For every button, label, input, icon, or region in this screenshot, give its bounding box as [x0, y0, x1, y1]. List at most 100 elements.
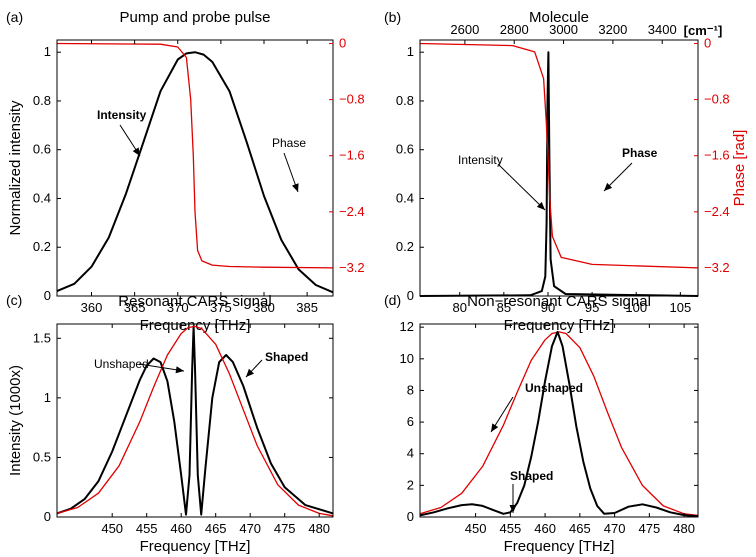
top-tick-label: 3200	[598, 22, 627, 37]
x-tick-label: 105	[669, 300, 691, 315]
y2-tick-label: −0.8	[339, 92, 365, 107]
top-tick-label: 3400	[648, 22, 677, 37]
y-tick-label: 0.6	[396, 142, 414, 157]
x-tick-label: 460	[170, 521, 192, 536]
x-tick-label: 95	[585, 300, 599, 315]
x-tick-label: 460	[534, 521, 556, 536]
y2-axis-label: Phase [rad]	[731, 130, 748, 207]
plot-frame	[56, 323, 334, 518]
panel-label: (c)	[6, 292, 22, 308]
top-tick-label: 3000	[549, 22, 578, 37]
annotation-shaped-2: Shaped	[265, 350, 308, 364]
series-line-unshaped	[419, 331, 699, 517]
y2-tick-label: 0	[704, 36, 711, 51]
y-tick-label: 0.2	[33, 239, 51, 254]
annotation-arrowhead	[509, 505, 517, 513]
x-axis-label: Frequency [THz]	[504, 317, 615, 334]
chart-title: Non−resonant CARS signal	[467, 293, 651, 310]
x-tick-label: 80	[452, 300, 466, 315]
series-line-phase	[56, 42, 334, 269]
y-tick-label: 0.8	[33, 93, 51, 108]
x-tick-label: 450	[465, 521, 487, 536]
chart-title: Molecule	[529, 9, 589, 26]
y2-tick-label: −3.2	[704, 260, 730, 275]
series-line-intensity	[56, 51, 334, 294]
x-tick-label: 455	[499, 521, 521, 536]
y2-tick-label: −2.4	[704, 204, 730, 219]
x-tick-label: 380	[253, 300, 275, 315]
y-tick-label: 0	[44, 509, 51, 524]
y-tick-label: 1	[44, 44, 51, 59]
y-tick-label: 2	[407, 477, 414, 492]
series-line-unshaped	[56, 325, 334, 517]
y-tick-label: 1.5	[33, 330, 51, 345]
y-tick-label: 0.4	[33, 190, 51, 205]
x-tick-label: 470	[239, 521, 261, 536]
annotation-arrowhead	[132, 147, 140, 156]
x-tick-label: 455	[136, 521, 158, 536]
series-line-phase	[419, 42, 699, 269]
y-tick-label: 0.2	[396, 239, 414, 254]
panel-a: (a) Pump and probe pulse 360 365 370 375 380 38…	[6, 9, 365, 334]
y2-tick-label: −3.2	[339, 260, 365, 275]
annotation-arrowhead	[292, 183, 299, 192]
y-tick-label: 0.4	[396, 190, 414, 205]
y2-tick-label: 0	[339, 36, 346, 51]
x-tick-label: 100	[625, 300, 647, 315]
x-tick-label: 450	[101, 521, 123, 536]
x-tick-label: 360	[81, 300, 103, 315]
panel-b: (b) Molecule 80 85 90 95 100 105 0 0.2 0.4 0.6 0.8 1 0…	[384, 9, 748, 334]
panel-c: (c) Resonant CARS signal 450 455 460 465 470 47…	[6, 292, 334, 555]
panel-label: (d)	[384, 292, 401, 308]
annotation-arrowhead	[175, 366, 184, 374]
annotation-unshaped-3: Unshaped	[525, 381, 583, 395]
panel-label: (b)	[384, 9, 401, 25]
x-tick-label: 470	[604, 521, 626, 536]
y-tick-label: 12	[400, 319, 414, 334]
annotation-arrowhead	[536, 201, 545, 210]
x-tick-label: 370	[167, 300, 189, 315]
x-axis-label: Frequency [THz]	[140, 538, 251, 555]
y-tick-label: 0	[407, 288, 414, 303]
y-axis-label: Intensity (1000x)	[7, 365, 24, 476]
y2-tick-label: −0.8	[704, 92, 730, 107]
plot-frame	[419, 39, 699, 297]
y-tick-label: 0.6	[33, 142, 51, 157]
x-tick-label: 465	[205, 521, 227, 536]
y-tick-label: 10	[400, 351, 414, 366]
x-tick-label: 385	[296, 300, 318, 315]
chart-title: Pump and probe pulse	[120, 9, 271, 26]
annotation-arrow	[497, 163, 546, 211]
series-line-shaped	[419, 330, 699, 518]
y-tick-label: 6	[407, 414, 414, 429]
top-axis-unit: [cm⁻¹]	[684, 23, 723, 38]
x-tick-label: 480	[308, 521, 330, 536]
y-tick-label: 0	[407, 509, 414, 524]
x-axis-label: Frequency [THz]	[504, 538, 615, 555]
series-line-intensity	[419, 51, 699, 297]
annotation-phase-1: Phase	[622, 146, 658, 160]
annotation-arrowhead	[604, 182, 613, 191]
x-tick-label: 375	[210, 300, 232, 315]
y-tick-label: 1	[44, 390, 51, 405]
y-tick-label: 0.8	[396, 93, 414, 108]
panel-label: (a)	[6, 9, 23, 25]
x-tick-label: 480	[673, 521, 695, 536]
y2-tick-label: −1.6	[339, 148, 365, 163]
x-tick-label: 475	[638, 521, 660, 536]
annotation-unshaped-2: Unshaped	[94, 357, 149, 371]
x-tick-label: 465	[569, 521, 591, 536]
top-tick-label: 2600	[450, 22, 479, 37]
annotation-arrowhead	[246, 368, 255, 377]
y-tick-label: 4	[407, 446, 414, 461]
y2-tick-label: −1.6	[704, 148, 730, 163]
y-tick-label: 1	[407, 44, 414, 59]
y-tick-label: 0	[44, 288, 51, 303]
annotation-intensity-0: Intensity	[97, 108, 147, 122]
x-tick-label: 365	[124, 300, 146, 315]
x-tick-label: 475	[274, 521, 296, 536]
annotation-intensity-1: Intensity	[458, 153, 503, 167]
y2-tick-label: −2.4	[339, 204, 365, 219]
